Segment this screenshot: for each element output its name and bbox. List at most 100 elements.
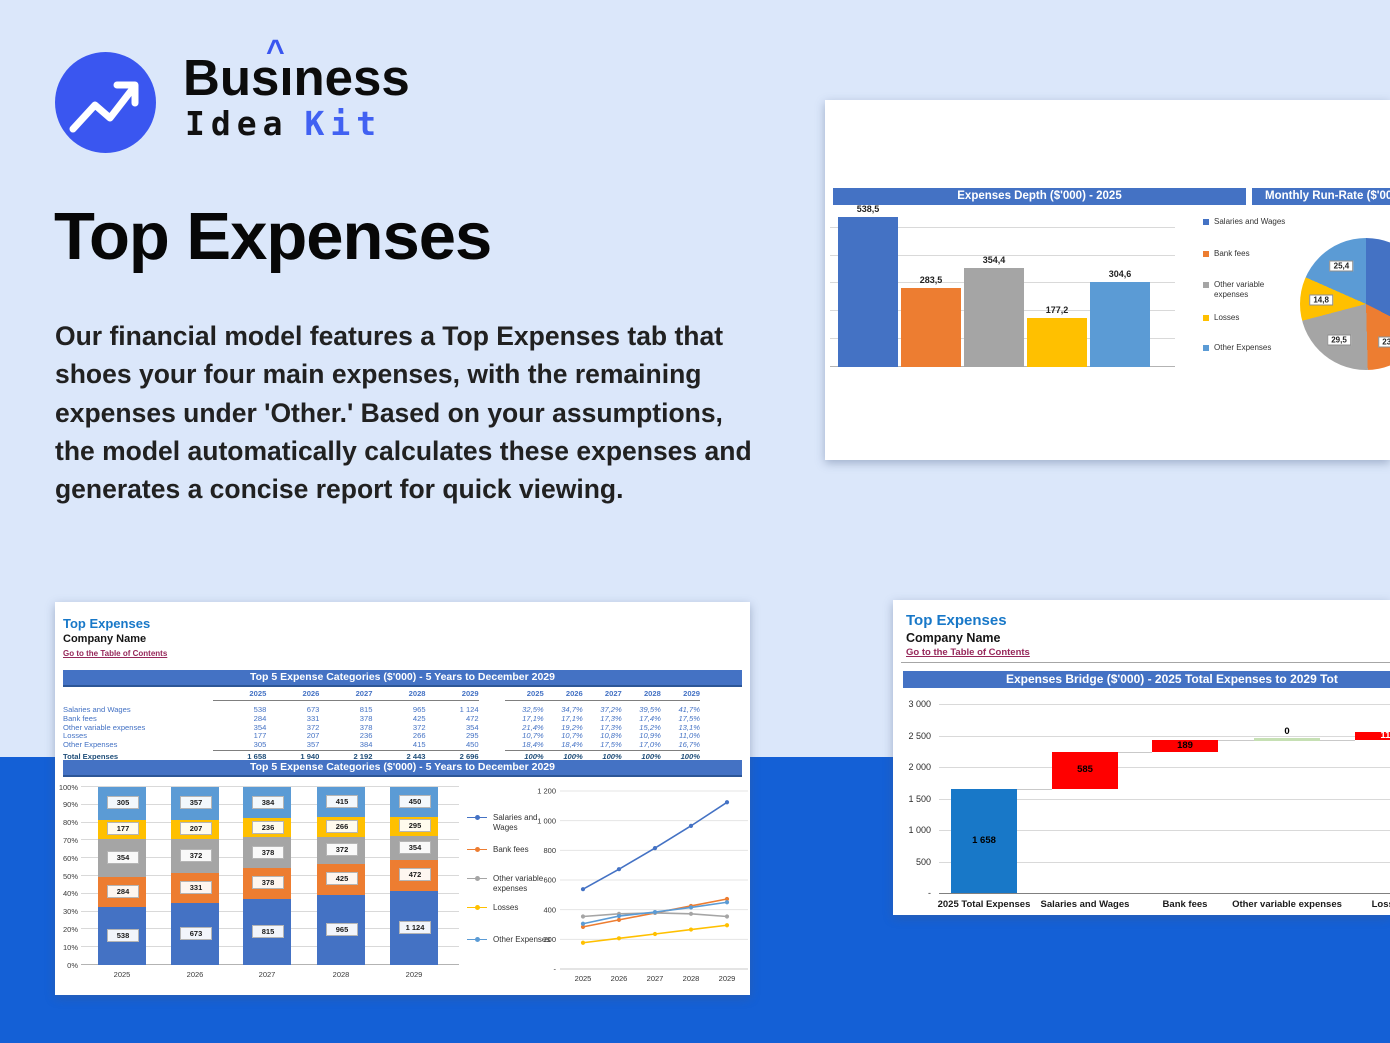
bar-Bank fees: 283,5 (901, 275, 961, 367)
segment-value-label: 378 (252, 845, 284, 859)
x-category-label: Losses (1371, 899, 1390, 910)
segment-value-label: 425 (326, 872, 358, 886)
gridline (830, 254, 1175, 256)
company-name: Company Name (906, 631, 1001, 645)
table-row: Bank fees 284 331 378 425 472 17,1% 17,1% 17,3% 1… (63, 713, 700, 724)
legend-marker-dot (475, 904, 480, 910)
bar-Other variable expenses: 354,4 (964, 255, 1024, 367)
v: 354 (253, 722, 267, 732)
pct: 100% (602, 751, 622, 761)
bar-value-label: 304,6 (1108, 269, 1132, 280)
sheet-title: Top Expenses (906, 612, 1007, 629)
segment-value-label: 965 (326, 922, 358, 936)
v: 472 (465, 713, 479, 723)
lbl: Bank fees (63, 713, 97, 723)
yr2: 2029 (660, 686, 700, 701)
pct: 10,7% (522, 731, 544, 741)
yr2: 2027 (582, 686, 622, 701)
y-tick-label: 1 000 (908, 825, 931, 835)
yr: 2025 (213, 686, 267, 701)
page-title: Top Expenses (54, 199, 492, 274)
y-tick-label: 40% (62, 889, 78, 899)
svg-text:2025: 2025 (575, 974, 592, 983)
y-tick-label: 50% (62, 871, 78, 881)
table-of-contents-link[interactable]: Go to the Table of Contents (906, 647, 1030, 658)
stacked-bar-chart: 0% 10% 20% 30% 40% 50% 60% 70% 80% 90% 100% 538 284 3… (55, 783, 465, 993)
pct: 10,9% (639, 731, 661, 741)
bar-value-label: 1 658 (972, 834, 996, 846)
segment-value-label: 1 124 (399, 920, 431, 934)
bridge-chart-band: Expenses Bridge ($'000) - 2025 Total Exp… (903, 671, 1390, 688)
yr2: 2025 (504, 686, 544, 701)
v: 372 (412, 722, 426, 732)
connector-line (1320, 739, 1355, 741)
pct: 17,1% (522, 713, 544, 723)
pct: 17,5% (582, 740, 622, 752)
bar-Salaries and Wages: 538,5 (838, 204, 898, 367)
brand-caret: ^ (266, 33, 285, 69)
waterfall-bar-Other variable expenses (1254, 738, 1320, 742)
connector-line (1017, 788, 1052, 790)
v: 425 (412, 713, 426, 723)
depth-bar-plot: 538,5 283,5 354,4 177,2 304,6 (830, 204, 1175, 367)
lbl: Other Expenses (63, 740, 118, 750)
svg-text:200: 200 (543, 935, 556, 944)
segment-value-label: 384 (252, 795, 284, 809)
y-tick-label: 80% (62, 818, 78, 828)
x-category-label: 2025 Total Expenses (937, 899, 1031, 910)
waterfall-bar-Bank fees (1152, 739, 1218, 752)
x-tick-label: 2026 (186, 970, 204, 979)
connector-line (1118, 751, 1152, 753)
legend-marker-dot (475, 814, 480, 820)
table-of-contents-link[interactable]: Go to the Table of Contents (63, 649, 168, 658)
bar-value-label: 538,5 (856, 203, 880, 214)
pct: 18,4% (543, 740, 583, 752)
legend-item: Other Expenses (467, 935, 562, 945)
legend-label: Other variable expenses (1214, 280, 1265, 299)
pct: 16,7% (660, 740, 700, 752)
segment-value-label: 236 (252, 820, 284, 834)
bridge-chart-title-text: Expenses Bridge ($'000) - 2025 Total Exp… (1006, 672, 1338, 686)
pct: 18,4% (504, 740, 544, 752)
v: 2 443 (406, 751, 426, 761)
v: 266 (412, 731, 426, 741)
legend-label: Losses (1214, 313, 1240, 322)
legend-item: Other variable expenses (1203, 280, 1287, 299)
brand-wordmark: Busıness ^ (183, 33, 410, 107)
v: 177 (253, 731, 267, 741)
y-tick-label: 2 000 (908, 762, 931, 772)
v: 207 (306, 731, 320, 741)
table-row: Other variable expenses 354 372 378 372 354 21… (63, 722, 700, 733)
segment-value-label: 472 (399, 868, 431, 882)
pct: 37,2% (600, 705, 622, 714)
pct: 13,1% (678, 722, 700, 732)
segment-value-label: 331 (180, 881, 212, 895)
legend-marker (1203, 219, 1209, 225)
depth-chart-title: Expenses Depth ($'000) - 2025 (833, 188, 1246, 205)
yr2: 2026 (543, 686, 583, 701)
svg-text:1 200: 1 200 (537, 787, 556, 796)
y-tick-label: - (928, 888, 931, 898)
pct: 100% (563, 751, 583, 761)
legend-label: Other Expenses (493, 935, 551, 944)
cell (479, 686, 505, 701)
legend-label: Bank fees (1214, 249, 1250, 258)
table-row: Losses 177 207 236 266 295 10,7% 10,7% 10,8% 10,9… (63, 732, 700, 741)
cell (479, 706, 505, 715)
legend-item: Losses (1203, 313, 1287, 323)
legend-item: Bank fees (1203, 249, 1287, 259)
pct: 100% (680, 751, 700, 761)
gridline (939, 735, 1390, 737)
connector-line (1218, 739, 1254, 741)
lbl: Other variable expenses (63, 722, 146, 732)
total-row: Total Expenses 1 658 1 940 2 192 2 443 2 696 1… (63, 750, 700, 762)
pct: 21,4% (522, 722, 544, 732)
legend-label: Salaries and Wages (1214, 217, 1286, 226)
y-tick-label: 100% (58, 782, 78, 792)
segment-value-label: 284 (107, 885, 139, 898)
v: 450 (425, 740, 479, 752)
pct: 17,3% (600, 722, 622, 732)
legend-label: Other Expenses (1214, 343, 1272, 352)
bar-Losses: 177,2 (1027, 305, 1087, 367)
legend-marker (1203, 282, 1209, 288)
